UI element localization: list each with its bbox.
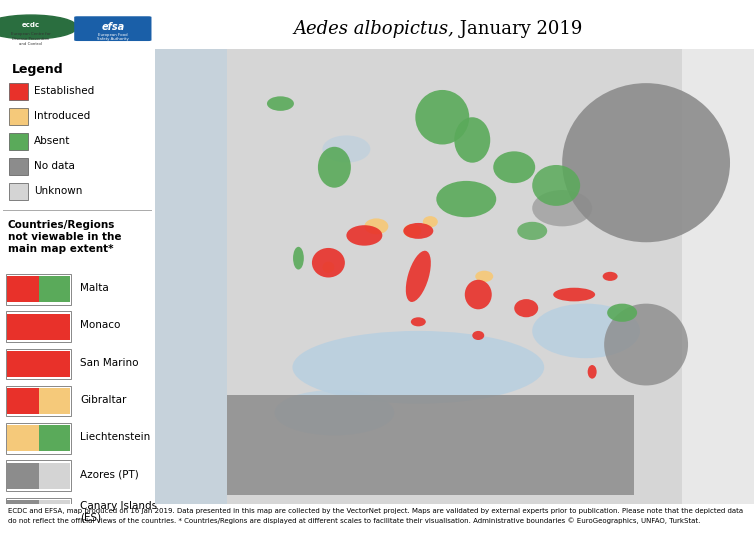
Bar — [6, 386, 71, 416]
Ellipse shape — [406, 251, 431, 302]
Bar — [7, 425, 38, 451]
Bar — [38, 463, 70, 489]
Text: Introduced: Introduced — [34, 111, 90, 122]
Bar — [7, 463, 38, 489]
Ellipse shape — [423, 216, 438, 228]
Bar — [9, 83, 28, 100]
Ellipse shape — [532, 165, 580, 206]
FancyBboxPatch shape — [74, 17, 152, 41]
Bar — [38, 500, 70, 526]
Ellipse shape — [587, 365, 596, 378]
Text: January 2019: January 2019 — [454, 20, 583, 38]
Bar — [38, 388, 70, 414]
Ellipse shape — [493, 151, 535, 183]
Ellipse shape — [602, 272, 618, 281]
Ellipse shape — [604, 304, 688, 385]
Ellipse shape — [312, 248, 345, 278]
Text: Azores (PT): Azores (PT) — [81, 470, 139, 480]
Bar — [7, 351, 70, 377]
Ellipse shape — [562, 83, 730, 243]
Text: Established: Established — [34, 86, 94, 96]
Bar — [9, 133, 28, 150]
Ellipse shape — [517, 222, 547, 240]
Ellipse shape — [403, 223, 434, 239]
Ellipse shape — [475, 271, 493, 282]
Ellipse shape — [323, 262, 335, 273]
Bar — [6, 461, 71, 491]
Ellipse shape — [293, 247, 304, 270]
Bar — [38, 277, 70, 302]
Bar — [155, 49, 226, 504]
Circle shape — [0, 15, 77, 39]
Ellipse shape — [323, 135, 370, 163]
Ellipse shape — [346, 225, 382, 246]
Ellipse shape — [415, 90, 469, 144]
Ellipse shape — [403, 224, 421, 238]
Text: Unknown: Unknown — [34, 187, 82, 196]
Bar — [9, 183, 28, 200]
Ellipse shape — [454, 117, 490, 163]
Text: Gibraltar: Gibraltar — [81, 395, 127, 405]
Ellipse shape — [274, 390, 394, 435]
Text: Canary Islands
(ES): Canary Islands (ES) — [81, 501, 158, 523]
Bar — [7, 500, 38, 526]
Text: San Marino: San Marino — [81, 358, 139, 368]
Text: No data: No data — [34, 161, 75, 171]
Bar — [38, 425, 70, 451]
Bar — [6, 349, 71, 379]
Ellipse shape — [464, 280, 492, 309]
Text: European Centre for
Disease Prevention
and Control: European Centre for Disease Prevention a… — [11, 33, 51, 46]
Ellipse shape — [364, 219, 388, 235]
Text: Countries/Regions
not viewable in the
main map extent*: Countries/Regions not viewable in the ma… — [8, 220, 121, 254]
Ellipse shape — [411, 317, 426, 326]
Ellipse shape — [472, 331, 484, 340]
Text: ECDC and EFSA, map produced on 16 Jan 2019. Data presented in this map are colle: ECDC and EFSA, map produced on 16 Jan 20… — [8, 508, 743, 524]
Ellipse shape — [437, 181, 496, 217]
Ellipse shape — [514, 299, 538, 317]
Bar — [7, 313, 70, 340]
Text: Aedes albopictus,: Aedes albopictus, — [293, 20, 454, 38]
Text: European Food
Safety Authority: European Food Safety Authority — [97, 33, 129, 42]
Ellipse shape — [532, 190, 592, 227]
Bar — [682, 49, 754, 504]
Text: efsa: efsa — [101, 22, 124, 31]
Ellipse shape — [607, 304, 637, 322]
Bar — [9, 108, 28, 125]
Bar — [6, 498, 71, 528]
Text: ecdc: ecdc — [22, 22, 40, 28]
Text: Liechtenstein: Liechtenstein — [81, 432, 151, 442]
Bar — [7, 388, 38, 414]
Bar — [6, 311, 71, 342]
Text: Absent: Absent — [34, 136, 70, 147]
Ellipse shape — [553, 288, 595, 301]
Ellipse shape — [318, 147, 351, 188]
Text: Legend: Legend — [12, 63, 64, 76]
Bar — [6, 423, 71, 454]
Bar — [6, 274, 71, 304]
Ellipse shape — [293, 331, 544, 403]
Bar — [7, 277, 38, 302]
Text: Monaco: Monaco — [81, 320, 121, 330]
Ellipse shape — [267, 96, 294, 111]
Ellipse shape — [532, 304, 640, 358]
Text: Malta: Malta — [81, 283, 109, 293]
Bar — [226, 394, 634, 495]
Bar — [9, 158, 28, 175]
